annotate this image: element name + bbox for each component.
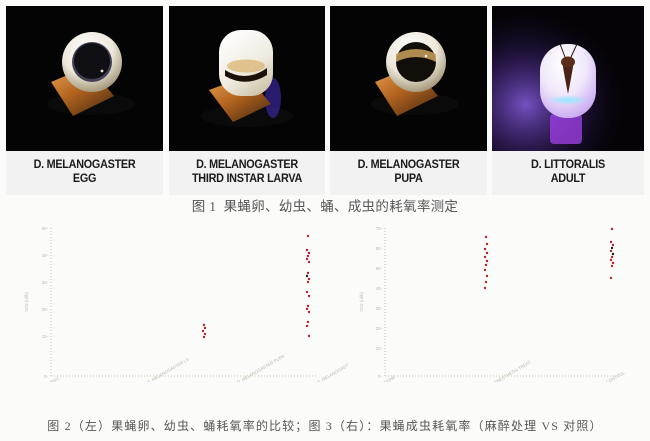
svg-text:D. MELANOGASTER PUPA: D. MELANOGASTER PUPA — [236, 354, 285, 382]
svg-text:40-: 40- — [42, 253, 49, 258]
svg-text:60-: 60- — [376, 246, 383, 251]
svg-text:ANESTHESIA TREAT: ANESTHESIA TREAT — [493, 359, 532, 382]
svg-text:0-: 0- — [378, 374, 382, 379]
svg-text:30-: 30- — [42, 280, 49, 285]
svg-text:50-: 50- — [42, 226, 49, 231]
svg-text:70-: 70- — [376, 226, 383, 231]
svg-text:VO2 (ul/h): VO2 (ul/h) — [359, 292, 364, 312]
svg-text:0-: 0- — [44, 374, 48, 379]
svg-text:D. MELANOGASTER THIRD INSTAR L: D. MELANOGASTER THIRD INSTAR LARVA — [316, 337, 348, 382]
svg-text:20-: 20- — [42, 307, 49, 312]
svg-text:50-: 50- — [376, 266, 383, 271]
svg-text:30-: 30- — [376, 306, 383, 311]
svg-text:10-: 10- — [42, 334, 49, 339]
svg-text:EGG: EGG — [49, 375, 60, 382]
svg-text:20-: 20- — [376, 326, 383, 331]
svg-text:CONTROL: CONTROL — [605, 370, 625, 382]
svg-text:D. MELANOGASTER L3: D. MELANOGASTER L3 — [146, 357, 190, 382]
svg-text:10-: 10- — [376, 346, 383, 351]
svg-text:VO2 (ul/h): VO2 (ul/h) — [24, 292, 29, 312]
svg-text:40-: 40- — [376, 286, 383, 291]
